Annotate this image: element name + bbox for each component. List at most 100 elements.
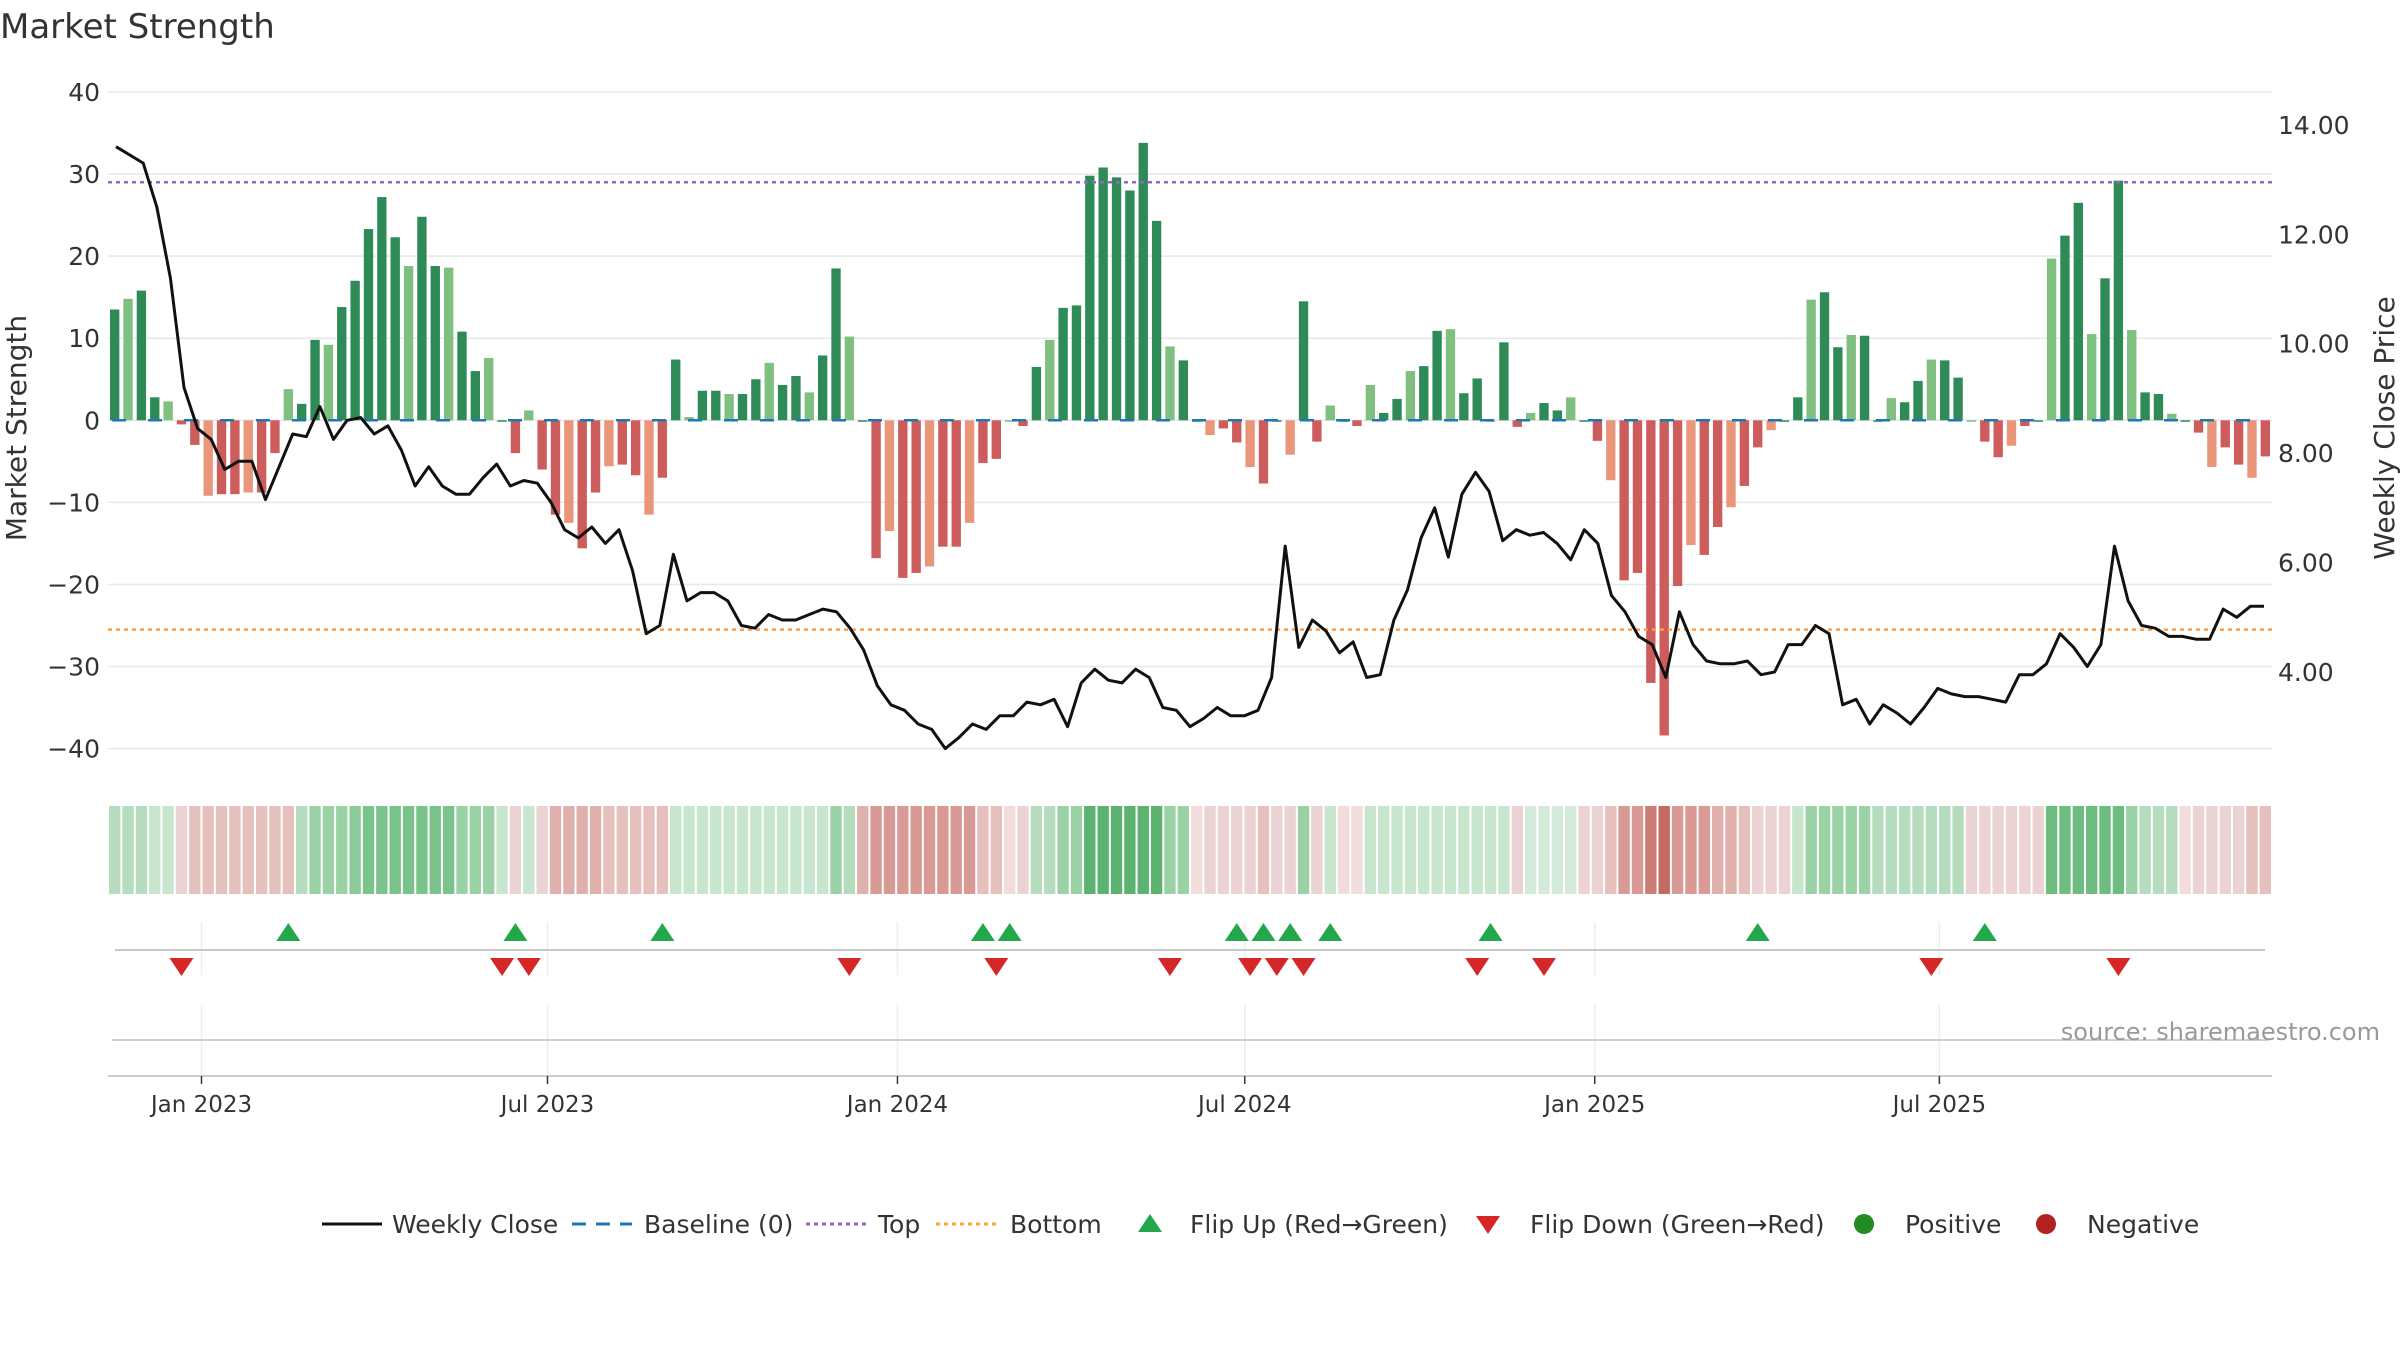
strip-cell-139: [1965, 806, 1978, 894]
strip-cell-9: [229, 806, 241, 894]
strength-bar-62: [938, 420, 948, 547]
strength-bar-160: [2247, 420, 2257, 478]
strip-cell-36: [589, 806, 602, 894]
strength-bar-124: [1766, 420, 1776, 431]
flip-up-marker-1: [503, 923, 528, 941]
strip-cell-144: [2032, 806, 2044, 894]
strip-cell-51: [790, 806, 802, 894]
chart-title: Market Strength: [0, 7, 275, 47]
strip-cell-150: [2112, 806, 2125, 894]
strip-cell-96: [1391, 806, 1403, 894]
strip-cell-4: [162, 806, 174, 894]
strip-cell-101: [1458, 806, 1470, 894]
strip-cell-143: [2019, 806, 2031, 894]
strength-bar-38: [617, 420, 627, 465]
strip-cell-29: [496, 806, 508, 894]
strip-cell-23: [416, 806, 428, 894]
strip-cell-63: [950, 806, 962, 894]
strength-bar-39: [630, 420, 641, 476]
x-tick-label-2: Jan 2024: [845, 1092, 948, 1118]
strip-cell-103: [1484, 806, 1497, 894]
strength-bar-133: [1886, 398, 1896, 421]
flip-up-marker-9: [1478, 923, 1503, 941]
strength-bar-108: [1552, 410, 1563, 421]
strength-bar-128: [1819, 292, 1830, 421]
strip-cell-77: [1137, 806, 1149, 894]
strength-bar-76: [1125, 190, 1135, 421]
strength-bar-136: [1926, 359, 1937, 421]
strip-cell-117: [1671, 806, 1684, 894]
y-left-tick-label-4: 0: [84, 406, 100, 435]
axes: 40 30 20 10 0 −10 −20 −30 −40 14.00 12.00 10.00 8.00…: [47, 78, 2349, 764]
legend-label-negative: Negative: [2087, 1210, 2199, 1239]
strength-bar-70: [1045, 339, 1055, 421]
strength-bar-7: [203, 420, 213, 496]
strength-bar-138: [1953, 377, 1963, 421]
flip-down-marker-4: [984, 958, 1009, 976]
strength-bars: [110, 142, 2270, 736]
strength-bar-82: [1205, 420, 1215, 436]
strip-cell-102: [1471, 806, 1483, 894]
strip-cell-138: [1952, 806, 1964, 894]
strip-cell-86: [1257, 806, 1270, 894]
flip-up-marker-7: [1278, 923, 1303, 941]
strength-bar-3: [150, 397, 160, 421]
strength-bar-147: [2073, 202, 2083, 421]
strip-cell-26: [456, 806, 468, 894]
strength-bar-100: [1445, 329, 1456, 421]
strength-bar-71: [1058, 307, 1068, 421]
strip-cell-42: [670, 806, 682, 894]
strength-bar-46: [724, 394, 734, 421]
y-left-tick-label-6: −20: [47, 570, 100, 599]
grid-lines: [108, 91, 2272, 750]
strength-bar-69: [1031, 366, 1042, 421]
strength-bar-91: [1325, 405, 1335, 421]
strip-cell-119: [1698, 806, 1710, 894]
strength-bar-32: [537, 420, 547, 470]
strip-cell-153: [2152, 806, 2165, 894]
strip-cell-141: [1992, 806, 2004, 894]
strip-cell-108: [1551, 806, 1564, 894]
strip-cell-140: [1979, 806, 1991, 894]
strength-bar-22: [403, 265, 414, 421]
strength-bar-2: [136, 290, 147, 421]
strength-bar-63: [951, 420, 961, 547]
strip-cell-35: [576, 806, 588, 894]
strength-bar-125: [1779, 420, 1790, 422]
flip-down-marker-3: [837, 958, 862, 976]
strip-cell-79: [1164, 806, 1176, 894]
strength-bar-51: [791, 375, 801, 421]
strength-bar-98: [1419, 366, 1429, 421]
strip-cell-78: [1150, 806, 1163, 894]
strip-cell-46: [723, 806, 735, 894]
strength-bar-127: [1806, 299, 1816, 421]
strip-cell-125: [1778, 806, 1791, 894]
strip-cell-129: [1832, 806, 1844, 894]
strength-bar-89: [1298, 301, 1309, 421]
legend-swatch-flip-up: [1138, 1214, 1162, 1232]
y-right-tick-label-4: 6.00: [2278, 549, 2334, 578]
strip-cell-80: [1177, 806, 1189, 894]
strength-bar-106: [1525, 412, 1536, 421]
y-left-tick-label-1: 30: [68, 160, 100, 189]
strip-cell-48: [750, 806, 762, 894]
strip-cell-70: [1044, 806, 1056, 894]
y-right-tick-label-2: 10.00: [2278, 330, 2350, 359]
strip-cell-69: [1030, 806, 1043, 894]
strip-cell-14: [296, 806, 308, 894]
strip-cell-2: [135, 806, 148, 894]
y-right-tick-label-3: 8.00: [2278, 439, 2334, 468]
strip-cell-13: [282, 806, 295, 894]
strip-cell-115: [1645, 806, 1657, 894]
strength-bar-146: [2060, 235, 2070, 421]
strip-cell-49: [763, 806, 775, 894]
strength-bar-15: [310, 339, 320, 421]
strength-bar-86: [1258, 420, 1269, 484]
strength-bar-151: [2127, 330, 2137, 421]
strip-cell-8: [215, 806, 228, 894]
strip-cell-120: [1711, 806, 1724, 894]
strip-cell-73: [1084, 806, 1096, 894]
strip-cell-161: [2259, 806, 2271, 894]
strength-bar-141: [1993, 420, 2003, 458]
strip-cell-113: [1618, 806, 1630, 894]
